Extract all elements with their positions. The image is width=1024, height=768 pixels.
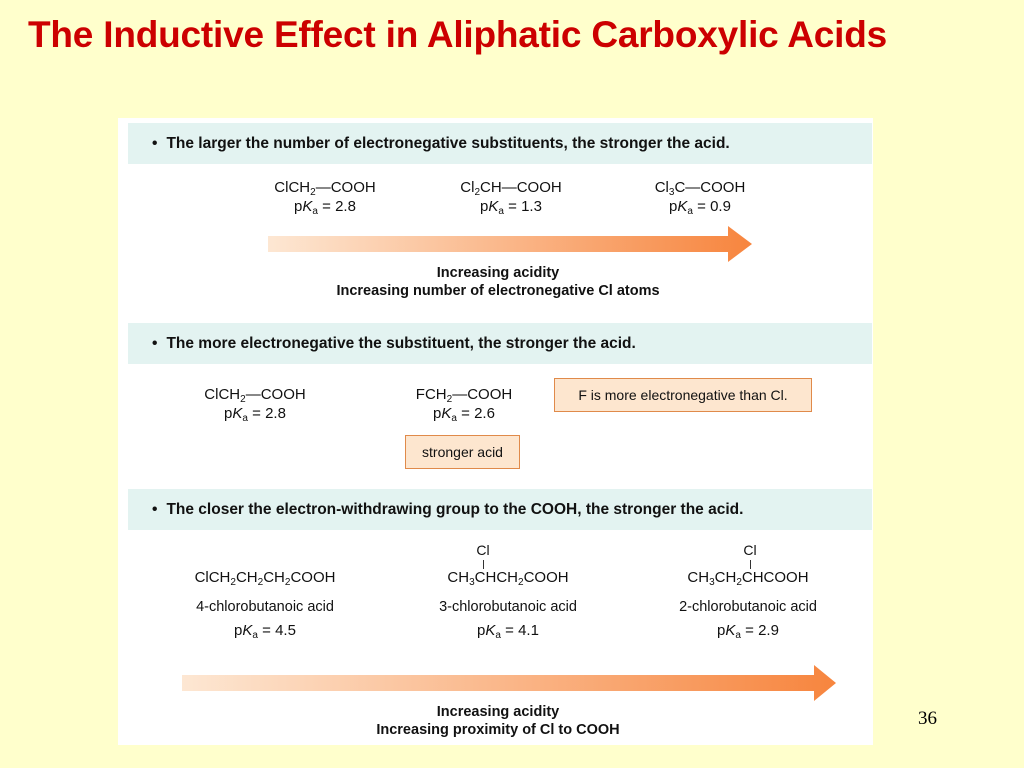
pka-chloroacetic: pKa = 2.8	[294, 198, 356, 217]
caption-1-line-2: Increasing number of electronegative Cl …	[336, 283, 660, 299]
name-2-chlorobutanoic: 2-chlorobutanoic acid	[679, 599, 817, 615]
cl-substituent-2: Cl	[743, 542, 757, 558]
pka-4-chlorobutanoic: pKa = 4.5	[234, 622, 296, 641]
formula-chloroacetic-2: ClCH2—COOH	[204, 386, 306, 405]
formula-4-chlorobutanoic: ClCH2CH2CH2COOH	[194, 569, 336, 588]
acidity-arrow-2	[182, 665, 836, 701]
caption-3-line-1: Increasing acidity	[436, 704, 560, 720]
statement-band-2: • The more electronegative the substitue…	[128, 323, 872, 364]
formula-trichloroacetic: Cl3C—COOH	[654, 179, 746, 198]
statement-3: The closer the electron-withdrawing grou…	[166, 500, 744, 518]
pka-2-chlorobutanoic: pKa = 2.9	[717, 622, 779, 641]
formula-3-chlorobutanoic: CH3CHCH2COOH	[447, 569, 569, 588]
caption-3: Increasing acidity Increasing proximity …	[268, 703, 728, 739]
bullet: •	[152, 134, 158, 152]
stronger-acid-label: stronger acid	[405, 435, 520, 469]
slide-number: 36	[918, 708, 937, 729]
cl-substituent-3: Cl	[476, 542, 490, 558]
name-3-chlorobutanoic: 3-chlorobutanoic acid	[439, 599, 577, 615]
formula-2-chlorobutanoic: CH3CH2CHCOOH	[687, 569, 809, 588]
figure-panel: • The larger the number of electronegati…	[118, 118, 873, 745]
caption-1: Increasing acidity Increasing number of …	[268, 264, 728, 300]
caption-3-line-2: Increasing proximity of Cl to COOH	[376, 722, 620, 738]
pka-fluoroacetic: pKa = 2.6	[433, 405, 495, 424]
pka-3-chlorobutanoic: pKa = 4.1	[477, 622, 539, 641]
caption-1-line-1: Increasing acidity	[436, 265, 560, 281]
bullet: •	[152, 334, 158, 352]
pka-chloroacetic-2: pKa = 2.8	[224, 405, 286, 424]
formula-fluoroacetic: FCH2—COOH	[415, 386, 513, 405]
pka-dichloroacetic: pKa = 1.3	[480, 198, 542, 217]
statement-1: The larger the number of electronegative…	[166, 134, 730, 152]
statement-2: The more electronegative the substituent…	[166, 334, 636, 352]
electronegativity-note: F is more electronegative than Cl.	[554, 378, 812, 412]
pka-trichloroacetic: pKa = 0.9	[669, 198, 731, 217]
acidity-arrow-1	[268, 226, 752, 262]
statement-band-1: • The larger the number of electronegati…	[128, 123, 872, 164]
name-4-chlorobutanoic: 4-chlorobutanoic acid	[196, 599, 334, 615]
bond-3	[483, 560, 484, 569]
bullet: •	[152, 500, 158, 518]
slide-title: The Inductive Effect in Aliphatic Carbox…	[28, 14, 887, 55]
statement-band-3: • The closer the electron-withdrawing gr…	[128, 489, 872, 530]
formula-dichloroacetic: Cl2CH—COOH	[460, 179, 562, 198]
bond-2	[750, 560, 751, 569]
formula-chloroacetic: ClCH2—COOH	[274, 179, 376, 198]
